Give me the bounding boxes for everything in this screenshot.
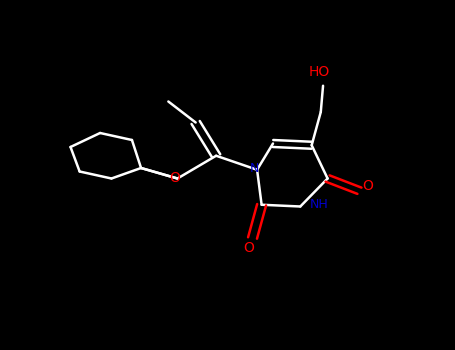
Text: N: N [250, 161, 259, 175]
Text: O: O [170, 172, 181, 186]
Text: O: O [243, 241, 254, 255]
Text: NH: NH [309, 198, 328, 211]
Text: HO: HO [309, 65, 330, 79]
Text: O: O [362, 178, 373, 192]
